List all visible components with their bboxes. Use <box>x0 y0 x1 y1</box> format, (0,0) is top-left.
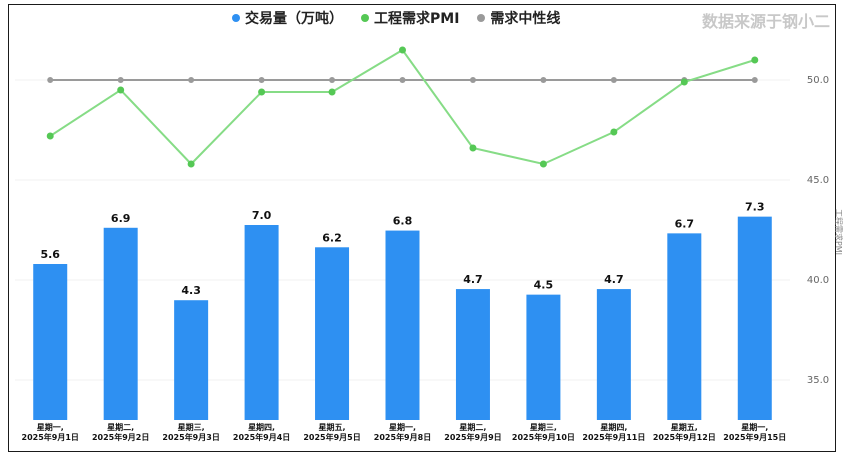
bar-value-label: 7.3 <box>745 201 765 214</box>
right-axis-tick-label: 50.0 <box>807 75 829 86</box>
x-tick-label: 星期一, 2025年9月8日 <box>374 422 431 442</box>
source-label: 数据来源于钢小二 <box>701 12 830 31</box>
bar-value-label: 7.0 <box>252 209 272 222</box>
x-tick-label: 星期四, 2025年9月4日 <box>233 422 290 442</box>
pmi-point[interactable] <box>539 160 547 168</box>
bar[interactable] <box>244 225 279 420</box>
bar[interactable] <box>315 247 350 420</box>
bar-value-label: 4.3 <box>181 284 201 297</box>
pmi-point[interactable] <box>187 160 195 168</box>
bar-value-label: 5.6 <box>40 248 60 261</box>
bar[interactable] <box>667 233 702 420</box>
x-tick-label: 星期二, 2025年9月2日 <box>92 422 149 442</box>
neutral-point[interactable] <box>540 77 547 83</box>
right-axis-tick-label: 35.0 <box>807 375 829 386</box>
x-tick-label: 星期三, 2025年9月3日 <box>162 422 219 442</box>
pmi-point[interactable] <box>751 56 759 64</box>
neutral-point[interactable] <box>751 77 758 83</box>
bar[interactable] <box>103 227 138 420</box>
pmi-point[interactable] <box>399 46 406 54</box>
bar-value-labels: 5.6 6.9 4.3 7.0 6.2 6.8 4.7 4.5 4.7 6.7 7.3 <box>40 201 764 298</box>
neutral-line-series <box>47 77 758 83</box>
legend: 交易量（万吨） 工程需求PMI 需求中性线 <box>232 6 560 30</box>
bar[interactable] <box>526 294 561 420</box>
bar[interactable] <box>455 289 490 420</box>
legend-label-neutral: 需求中性线 <box>490 11 561 27</box>
legend-label-volume: 交易量（万吨） <box>245 11 343 27</box>
x-tick-label: 星期一, 2025年9月15日 <box>723 422 786 442</box>
neutral-point[interactable] <box>469 77 476 83</box>
bar[interactable] <box>174 300 209 420</box>
right-axis-tick-label: 40.0 <box>807 275 829 286</box>
x-tick-label: 星期二, 2025年9月9日 <box>444 422 501 442</box>
pmi-point[interactable] <box>258 88 266 96</box>
x-tick-label: 星期五, 2025年9月5日 <box>303 422 360 442</box>
legend-label-pmi: 工程需求PMI <box>374 11 460 27</box>
bar-value-label: 4.7 <box>604 273 624 286</box>
neutral-point[interactable] <box>258 77 265 83</box>
bar[interactable] <box>596 289 631 420</box>
pmi-point[interactable] <box>469 144 477 152</box>
x-tick-label: 星期一, 2025年9月1日 <box>22 422 79 442</box>
bar-value-label: 6.2 <box>322 231 342 244</box>
bar[interactable] <box>737 216 772 420</box>
bar-value-label: 4.5 <box>534 279 554 292</box>
neutral-point[interactable] <box>399 77 406 83</box>
right-axis-tick-label: 45.0 <box>807 175 829 186</box>
legend-item-neutral[interactable]: 需求中性线 <box>477 8 560 28</box>
bar-value-label: 6.9 <box>111 212 131 225</box>
bar[interactable] <box>33 264 68 420</box>
pmi-line <box>49 48 756 166</box>
x-tick-label: 星期四, 2025年9月11日 <box>582 422 645 442</box>
bar-value-label: 6.7 <box>675 217 695 230</box>
neutral-point[interactable] <box>188 77 195 83</box>
pmi-point[interactable] <box>610 128 618 136</box>
legend-item-pmi[interactable]: 工程需求PMI <box>361 8 459 28</box>
bar-series <box>33 216 772 420</box>
neutral-point[interactable] <box>47 77 54 83</box>
legend-dot-pmi <box>361 14 369 22</box>
bar-value-label: 4.7 <box>463 273 483 286</box>
right-axis-ticks: 35.0 40.0 45.0 50.0 <box>807 75 829 386</box>
pmi-line-series <box>46 46 759 168</box>
legend-dot-volume <box>232 14 240 22</box>
pmi-point[interactable] <box>117 86 125 94</box>
pmi-point[interactable] <box>46 132 54 140</box>
bar-value-label: 6.8 <box>393 215 413 228</box>
right-axis-title: 工程需求PMI <box>834 209 844 255</box>
legend-dot-neutral <box>477 14 486 22</box>
pmi-point[interactable] <box>328 88 336 96</box>
x-tick-label: 星期五, 2025年9月12日 <box>653 422 716 442</box>
neutral-point[interactable] <box>610 77 617 83</box>
bar[interactable] <box>385 230 420 420</box>
neutral-point[interactable] <box>117 77 124 83</box>
x-tick-label: 星期三, 2025年9月10日 <box>512 422 575 442</box>
legend-item-volume[interactable]: 交易量（万吨） <box>232 8 343 28</box>
neutral-point[interactable] <box>329 77 336 83</box>
pmi-point[interactable] <box>680 78 688 86</box>
